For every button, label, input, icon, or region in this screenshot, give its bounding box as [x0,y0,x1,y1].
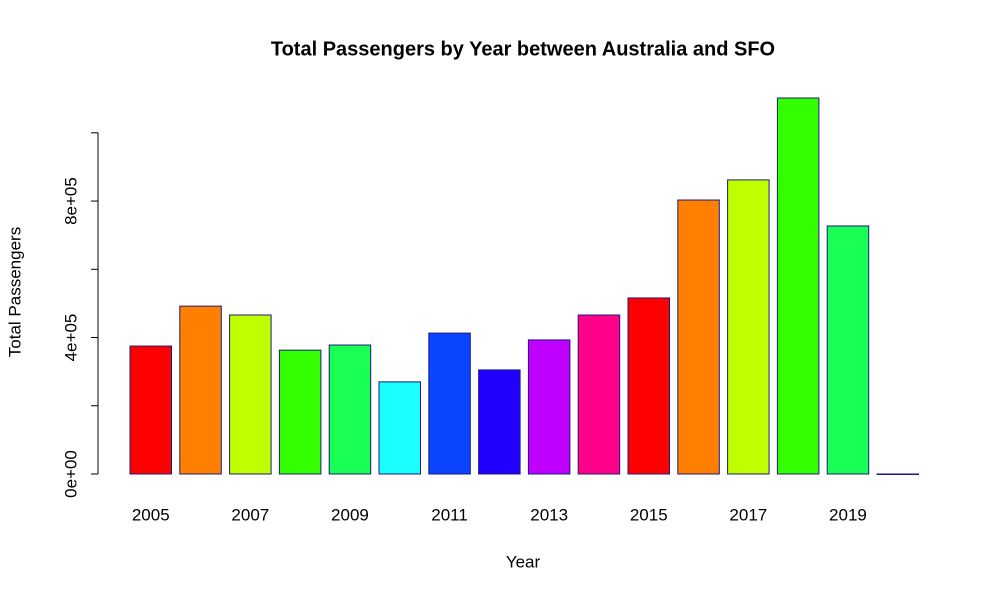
y-tick-label: 8e+05 [61,177,80,225]
bar [727,179,770,475]
bar [278,349,322,475]
bar [776,97,820,475]
bar [428,332,471,475]
x-tick-label: 2019 [829,505,867,524]
bar [627,297,670,475]
bar [229,314,272,475]
x-tick-label: 2005 [132,505,170,524]
bar [826,225,870,475]
bar [328,344,372,475]
y-axis-label: Total Passengers [5,227,24,357]
bar [577,314,621,475]
bar [527,339,571,475]
bar [129,345,172,475]
x-axis-label: Year [506,552,541,571]
bar [378,381,421,475]
bar [876,473,919,475]
bar [179,305,222,475]
y-tick-label: 4e+05 [61,314,80,362]
x-tick-label: 2015 [630,505,668,524]
bar [677,199,720,475]
y-tick-label: 0e+00 [61,450,80,498]
chart-title: Total Passengers by Year between Austral… [271,38,775,60]
x-tick-label: 2011 [431,505,468,524]
bar [478,369,521,475]
x-tick-label: 2009 [331,505,369,524]
x-tick-label: 2017 [729,505,767,524]
x-tick-label: 2007 [231,505,269,524]
x-tick-label: 2013 [530,505,568,524]
